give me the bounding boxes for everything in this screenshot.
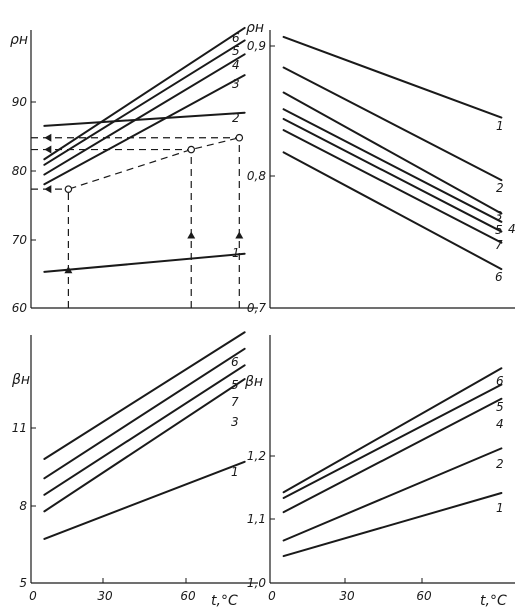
series-label-2: 2: [232, 111, 240, 125]
y-tick-label: 1,2: [247, 449, 266, 463]
series-line-4: [282, 397, 503, 514]
series-label-7: 7: [231, 395, 239, 409]
series-label-2: 2: [496, 457, 504, 471]
series-label-1: 1: [496, 119, 504, 133]
series-line-2: [282, 447, 503, 542]
annotation-point: [235, 133, 244, 142]
arrow-icon: [44, 145, 52, 154]
series-line-3: [282, 91, 503, 215]
y-tick-label: 5: [19, 576, 27, 590]
series-label-6: 6: [231, 355, 239, 369]
arrow-icon: [44, 133, 52, 142]
x-tick-label: 0: [29, 589, 37, 603]
series-line-2: [43, 111, 246, 127]
x-tick-label: 0: [268, 589, 276, 603]
series-line-1: [43, 252, 246, 273]
series-label-4: 4: [232, 58, 240, 72]
series-line-6: [282, 151, 503, 271]
y-tick-label: 70: [12, 233, 28, 247]
series-line-1: [282, 35, 503, 119]
series-label-6: 6: [495, 270, 503, 284]
series-label-1: 1: [232, 246, 240, 260]
panel-bottom-right: 1,0 1,1 1,2 0 30 60 t,°C βн 6 5 4 2 1: [244, 335, 515, 609]
y-tick-label: 90: [12, 95, 28, 109]
series-line-7: [43, 364, 246, 496]
x-tick-label: 30: [97, 589, 113, 603]
series-label-1: 1: [231, 465, 239, 479]
series-line-4: [43, 53, 246, 176]
y-tick-label: 0,7: [247, 301, 266, 315]
arrow-icon: [44, 185, 52, 194]
series-line-5: [43, 39, 246, 166]
y-tick-label: 80: [12, 164, 28, 178]
series-line-7: [282, 129, 503, 244]
x-tick-label: 60: [416, 589, 432, 603]
x-tick-label: 60: [180, 589, 196, 603]
x-axis-label: t,°C: [480, 593, 507, 609]
series-label-7: 7: [495, 238, 503, 252]
series-label-3: 3: [231, 415, 239, 429]
y-tick-label: 0,8: [247, 169, 266, 183]
series-line-2: [282, 66, 503, 182]
series-label-6: 6: [496, 374, 504, 388]
series-label-1: 1: [496, 501, 504, 515]
series-label-5: 5: [232, 44, 240, 58]
y-axis-label: βн: [11, 372, 30, 388]
series-label-3: 3: [232, 77, 240, 91]
series-line-3: [43, 74, 246, 186]
series-line-5: [43, 347, 246, 480]
series-line-6: [43, 26, 246, 161]
series-label-3: 3: [495, 209, 503, 223]
series-line-5: [282, 117, 503, 233]
series-label-4: 4: [508, 222, 516, 236]
series-label-5: 5: [495, 223, 503, 237]
y-tick-label: 1,0: [247, 576, 266, 590]
series-line-3: [43, 378, 246, 513]
series-label-4: 4: [496, 417, 504, 431]
y-axis-label: βн: [244, 374, 263, 390]
annotation-point: [64, 185, 73, 193]
arrow-icon: [64, 266, 73, 274]
arrow-icon: [187, 231, 196, 239]
series-line-1: [282, 492, 503, 558]
y-tick-label: 60: [12, 301, 28, 315]
series-line-6: [43, 331, 246, 460]
dashed-path: [67, 137, 240, 308]
arrow-icon: [235, 231, 244, 239]
series-line-1: [43, 460, 246, 540]
y-tick-label: 0,9: [247, 39, 266, 53]
x-tick-label: 30: [339, 589, 355, 603]
series-label-2: 2: [496, 181, 504, 195]
annotation-point: [187, 145, 196, 154]
panel-top-left: 60 70 80 90 ρн 1 2 3 456: [10, 26, 258, 315]
series-label-6: 6: [232, 31, 240, 45]
y-axis-label: ρн: [246, 20, 264, 36]
series-line-4: [282, 108, 503, 223]
y-tick-label: 1,1: [247, 512, 266, 526]
y-tick-label: 11: [12, 421, 27, 435]
series-line-5: [282, 383, 503, 499]
series-label-5: 5: [496, 400, 504, 414]
series-line-6: [282, 367, 503, 494]
y-tick-label: 8: [19, 499, 27, 513]
y-axis-label: ρн: [10, 32, 28, 48]
x-axis-label: t,°C: [211, 593, 238, 609]
